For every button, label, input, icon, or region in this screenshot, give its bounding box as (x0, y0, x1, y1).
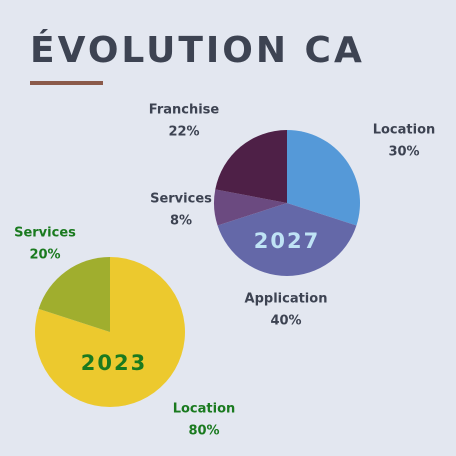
pie-slice (287, 130, 360, 226)
pie-year-label: 2027 (254, 229, 320, 253)
pie-slice (38, 257, 110, 332)
slice-label: Services (150, 192, 212, 207)
title: ÉVOLUTION CA (30, 29, 365, 71)
pie-year-label: 2023 (81, 351, 147, 375)
slice-value-label: 30% (388, 145, 419, 160)
title-underline (30, 81, 103, 85)
pie-slice (217, 203, 357, 276)
pie-slice (213, 189, 287, 226)
slice-label: Application (245, 292, 328, 307)
slice-value-label: 22% (168, 125, 199, 140)
pie-slice (35, 257, 186, 407)
slice-value-label: 80% (188, 424, 219, 439)
slice-label: Franchise (149, 103, 220, 118)
slice-label: Location (173, 402, 236, 417)
slice-label: Services (14, 226, 76, 241)
slice-label: Location (373, 123, 436, 138)
pie-slice (215, 130, 287, 203)
slice-value-label: 8% (170, 214, 192, 229)
slice-value-label: 20% (29, 248, 60, 263)
slice-value-label: 40% (270, 314, 301, 329)
